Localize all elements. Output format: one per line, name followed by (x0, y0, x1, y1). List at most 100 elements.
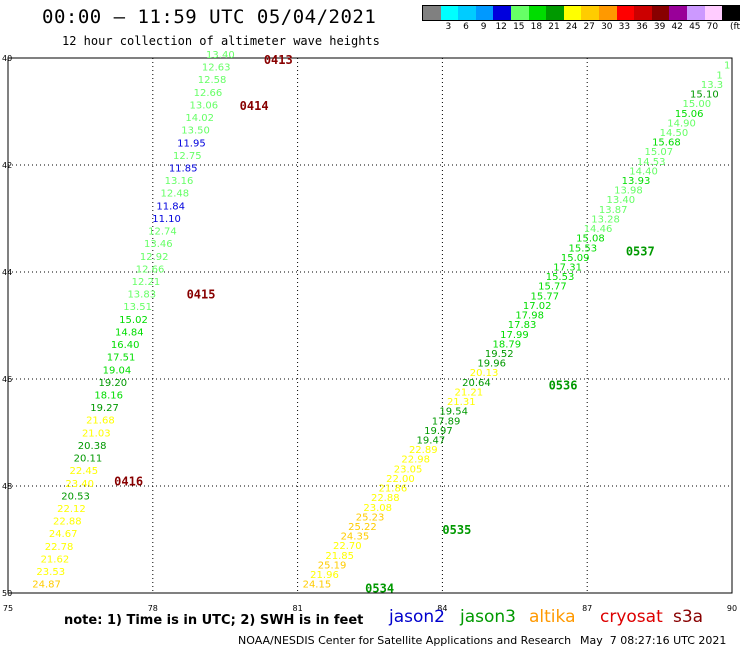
color-swatch (475, 6, 494, 20)
latitude-tick-label: 44 (2, 268, 12, 277)
wave-height-value: 15.07 (644, 147, 673, 158)
color-scale-label: 21 (548, 22, 560, 32)
wave-height-value: 25.22 (348, 522, 377, 533)
color-scale-label: 70 (706, 22, 719, 32)
longitude-tick-label: 78 (148, 604, 158, 613)
wave-height-value: 15.53 (568, 243, 597, 254)
wave-height-value: 19.27 (90, 403, 119, 414)
wave-height-value: 24.15 (303, 580, 332, 591)
wave-height-value: 12.21 (132, 277, 161, 288)
wave-height-value: 13.28 (591, 214, 620, 225)
satellite-legend-item: s3a (673, 607, 704, 627)
color-scale-label: 33 (618, 22, 631, 32)
wave-height-value: 23.08 (363, 503, 392, 514)
wave-height-value: 25.23 (356, 512, 385, 523)
wave-height-value: 24.35 (341, 532, 370, 543)
wave-height-value: 13.3 (701, 80, 723, 91)
pass-time-label: 0416 (114, 475, 143, 489)
wave-height-value: 22.88 (371, 493, 400, 504)
color-swatch (651, 6, 670, 20)
map-title: 00:00 – 11:59 UTC 05/04/2021 (42, 6, 377, 28)
wave-height-value: 15.09 (561, 253, 590, 264)
wave-height-value: 11.10 (152, 214, 181, 225)
color-swatch (634, 6, 652, 20)
wave-height-value: 20.13 (470, 368, 499, 379)
wave-height-value: 20.64 (462, 378, 491, 389)
wave-height-value: 15.77 (538, 282, 567, 293)
pass-time-label: 0534 (365, 582, 394, 596)
wave-height-value: 19.96 (477, 359, 506, 370)
color-scale-label: 36 (636, 22, 648, 32)
wave-height-value: 15.77 (531, 291, 560, 302)
satellite-legend-item: cryosat (600, 607, 663, 627)
wave-height-value: 19.47 (417, 435, 446, 446)
wave-height-value: 17.02 (523, 301, 552, 312)
wave-height-value: 22.78 (45, 542, 74, 553)
wave-height-value: 14.46 (584, 224, 613, 235)
wave-height-value: 17.99 (500, 330, 529, 341)
longitude-tick-label: 90 (727, 604, 737, 613)
wave-height-value: 13.46 (144, 239, 173, 250)
longitude-tick-label: 75 (3, 604, 13, 613)
wave-height-value: 21.62 (41, 554, 70, 565)
wave-height-value: 14.84 (115, 327, 144, 338)
longitude-tick-label: 84 (437, 604, 447, 613)
map-subtitle: 12 hour collection of altimeter wave hei… (62, 34, 380, 48)
wave-height-value: 23.53 (36, 567, 65, 578)
satellite-legend-item: jason3 (460, 607, 516, 627)
color-scale-label: 15 (513, 22, 525, 32)
color-swatch (669, 6, 687, 20)
color-swatch (581, 6, 599, 20)
wave-height-value: 19.04 (103, 365, 132, 376)
latitude-tick-label: 50 (2, 589, 12, 598)
wave-height-value: 22.70 (333, 541, 362, 552)
wave-height-value: 13.40 (206, 50, 235, 61)
wave-height-value: 25.19 (318, 560, 347, 571)
color-scale-label: 6 (463, 22, 469, 32)
pass-time-label: 0413 (264, 53, 293, 67)
wave-height-value: 11.84 (156, 201, 185, 212)
wave-height-value: 15.53 (546, 272, 575, 283)
wave-height-value: 21.86 (379, 484, 408, 495)
color-swatch (546, 6, 564, 20)
wave-height-value: 18.16 (94, 390, 123, 401)
wave-height-value: 22.45 (70, 466, 99, 477)
wave-height-value: 13.40 (606, 195, 635, 206)
units-note: note: 1) Time is in UTC; 2) SWH is in fe… (64, 613, 364, 628)
wave-height-value: 21.21 (455, 387, 484, 398)
wave-height-value: 12.58 (198, 75, 227, 86)
credit-line: NOAA/NESDIS Center for Satellite Applica… (238, 634, 572, 647)
wave-height-value: 13.87 (599, 205, 628, 216)
satellite-legend-item: altika (529, 607, 576, 627)
wave-height-value: 15.02 (119, 315, 148, 326)
wave-height-value: 15.08 (576, 234, 605, 245)
wave-height-value: 22.00 (386, 474, 415, 485)
color-swatch (528, 6, 547, 20)
wave-height-value: 13.06 (190, 100, 219, 111)
color-scale-label: 18 (530, 22, 543, 32)
color-swatch (493, 6, 511, 20)
wave-height-value: 20.11 (74, 454, 103, 465)
wave-height-value: 19.97 (424, 426, 453, 437)
wave-height-value: 14.50 (660, 128, 689, 139)
wave-height-value: 22.98 (401, 455, 430, 466)
color-scale-label: 39 (653, 22, 666, 32)
wave-height-value: 12.63 (202, 63, 231, 74)
color-scale-label: 3 (445, 22, 452, 32)
pass-time-label: 0536 (549, 378, 578, 392)
color-swatch (598, 6, 617, 20)
color-swatch (458, 6, 476, 20)
wave-height-value: 12.48 (161, 189, 190, 200)
pass-time-label: 0537 (626, 245, 655, 259)
wave-height-value: 17.98 (515, 311, 544, 322)
wave-height-value: 21.03 (82, 428, 111, 439)
wave-height-value: 17.89 (432, 416, 461, 427)
wave-height-value: 20.53 (61, 491, 90, 502)
latitude-tick-label: 48 (2, 482, 12, 491)
color-scale-label: 12 (495, 22, 507, 32)
longitude-tick-label: 81 (293, 604, 303, 613)
color-swatch (423, 6, 441, 20)
latitude-tick-label: 40 (2, 54, 12, 63)
wave-height-value: 21.85 (325, 551, 354, 562)
